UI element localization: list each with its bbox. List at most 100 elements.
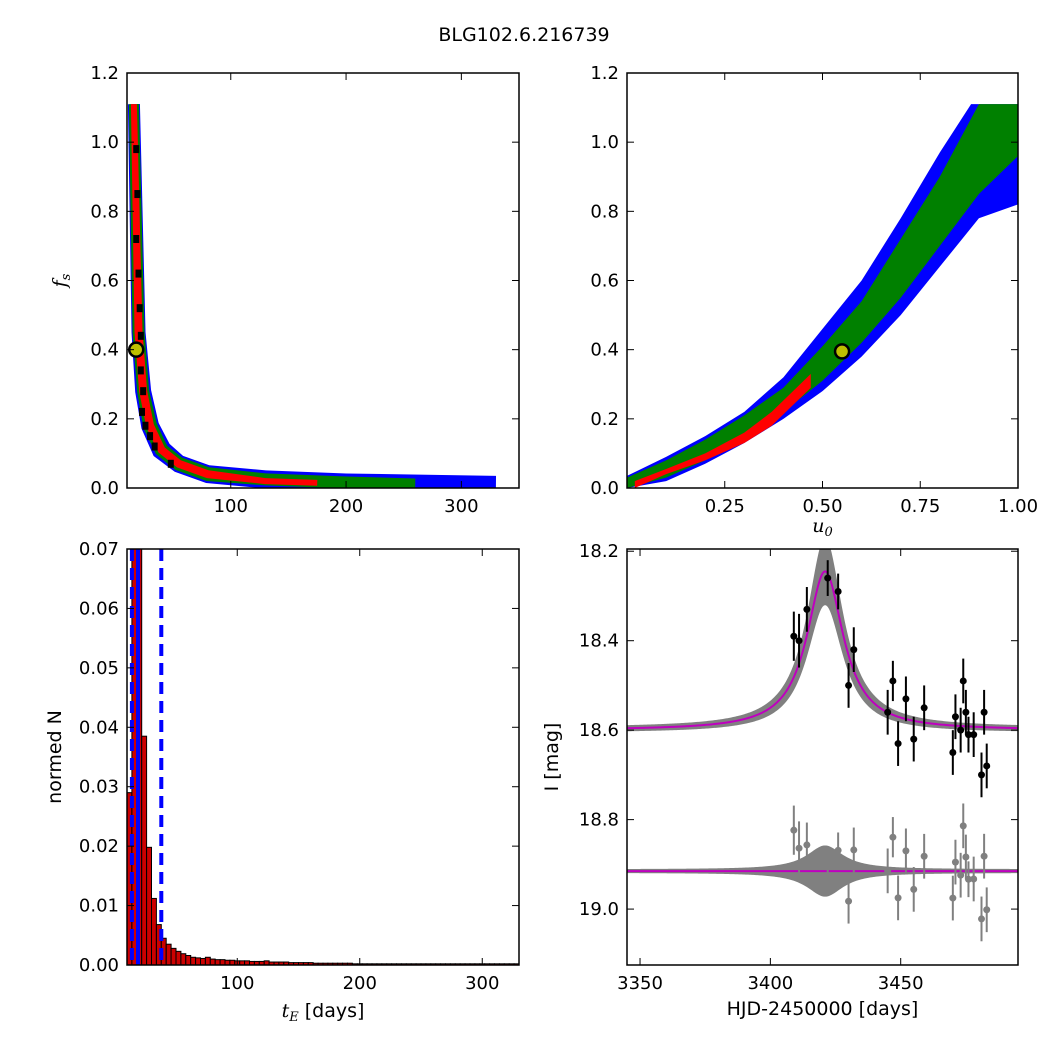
data-point [795,637,803,645]
residual-point [964,875,972,883]
histogram-bar [146,846,153,965]
heatmap-cell-dense [137,331,144,340]
y-tick-label: 1.0 [90,132,119,153]
y-tick-label: 0.05 [79,658,119,679]
heatmap-cell-dense [142,421,149,430]
x-tick-label: 100 [214,496,248,517]
x-tick-label: 200 [329,496,363,517]
heatmap-layer [127,104,497,488]
heatmap-band-sigma2 [627,104,1018,488]
histogram-bar [195,957,202,965]
residual-point [910,885,918,893]
data-point [980,708,988,716]
y-tick-label: 0.02 [79,836,119,857]
data-point [824,574,832,582]
data-point [957,726,965,734]
x-axis-label-sub: E [288,1010,299,1025]
best-fit-marker [833,343,851,360]
heatmap-cell-dense [133,145,140,154]
panel-fs-vs-te: 100 200 300 0.0 0.2 0.4 0.6 0.8 1.0 1.2 fs [49,63,520,517]
y-axis-label: normed N [44,710,66,804]
histogram-bar [209,958,216,965]
heatmap-cell-dense [134,190,141,199]
y-tick-label: 0.01 [79,896,119,917]
histogram-bar [204,956,211,965]
data-point [902,695,910,703]
data-point [884,708,892,716]
histogram-bar [180,953,187,965]
x-axis-label-sub: 0 [824,525,832,540]
x-axis-label-main: t [282,1000,290,1022]
data-point [850,646,858,654]
data-point [845,681,853,689]
panel-te-histogram: 100 200 300 0.00 0.01 0.02 0.03 0.04 0.05 0.06 0.0… [44,539,520,1025]
axes-frame [126,72,520,489]
y-tick-label: 18.4 [579,631,619,652]
residual-point [970,875,978,883]
y-tick-label: 18.8 [579,810,619,831]
y-tick-label: 19.0 [579,899,619,920]
residual-point [957,871,965,879]
histogram-bar [219,959,226,965]
data-point [978,771,986,779]
heatmap-band-sigma2 [128,104,416,488]
data-point [894,740,902,748]
data-point [949,749,957,757]
histogram-bar [170,947,177,965]
residual-point [790,826,798,834]
y-axis-label: I [mag] [541,723,563,792]
y-axis-label: fs [49,273,74,289]
data-point [962,708,970,716]
residual-point [949,894,957,902]
x-tick-label: 100 [220,973,254,994]
residual-point [850,846,858,854]
residual-point [959,822,967,830]
y-tick-label: 1.0 [590,132,619,153]
heatmap-band-sigma3 [627,104,1018,488]
y-tick-label: 0.4 [90,340,119,361]
x-tick-label: 300 [444,496,478,517]
y-tick-label: 0.2 [590,409,619,430]
x-axis-label: HJD-2450000 [days] [727,998,919,1020]
data-point [970,731,978,739]
heatmap-cell-dense [151,442,158,451]
y-tick-label: 0.8 [90,201,119,222]
panel-fs-vs-u0: 0.25 0.50 0.75 1.00 0.0 0.2 0.4 0.6 0.8 1.0 1.2 u0 [590,63,1038,540]
x-tick-label: 3400 [747,973,793,994]
heatmap-cell-dense [147,432,154,441]
residual-point [980,852,988,860]
x-tick-label: 0.75 [900,496,940,517]
x-axis-label: tE [days] [282,1000,365,1025]
heatmap-cell-dense [140,387,147,396]
y-axis-label-sub: s [59,273,74,280]
y-tick-label: 0.0 [90,478,119,499]
heatmap-cell-dense [138,407,145,416]
residual-point [902,847,910,855]
y-tick-label: 0.2 [90,409,119,430]
residual-point [803,841,811,849]
figure-title: BLG102.6.216739 [438,24,609,46]
model-curve [627,570,1018,730]
y-tick-label: 0.4 [590,340,619,361]
data-point [790,632,798,640]
residual-point [884,867,892,875]
residual-point [834,846,842,854]
residual-point [889,833,897,841]
heatmap-cell-dense [137,366,144,375]
x-tick-label: 300 [465,973,499,994]
heatmap-layer [627,104,1018,488]
histogram-layer [127,549,519,965]
x-tick-label: 0.25 [705,496,745,517]
histogram-bar [190,956,197,965]
y-tick-label: 0.06 [79,598,119,619]
panel-light-curve: 3350 3400 3450 18.2 18.4 18.6 18.8 19.0 I [mag] H… [541,541,1019,1020]
lightcurve-layer [627,549,1018,942]
histogram-bar [214,959,221,965]
y-tick-label: 0.07 [79,539,119,560]
residual-point [951,858,959,866]
x-axis-label: u0 [812,515,833,540]
histogram-bar [141,735,148,965]
data-point [964,731,972,739]
y-tick-label: 0.6 [590,271,619,292]
x-axis-label-main: u [812,515,824,537]
